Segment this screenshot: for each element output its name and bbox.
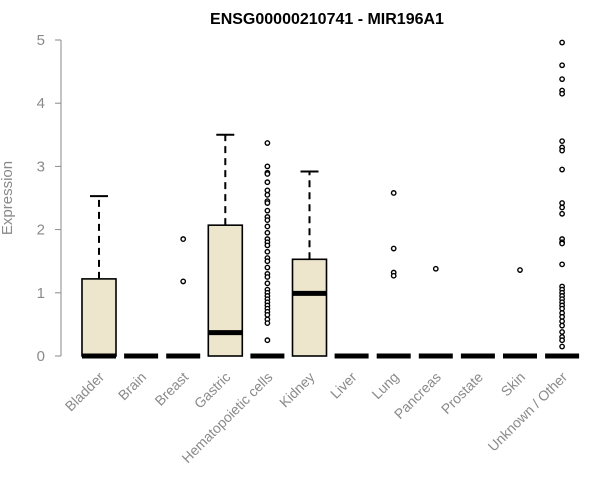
outlier-point: [264, 163, 271, 170]
chart-title: ENSG00000210741 - MIR196A1: [210, 11, 444, 28]
outlier-point: [264, 229, 271, 236]
outlier-point: [559, 204, 565, 211]
outlier-point: [264, 337, 271, 344]
outlier-point: [559, 343, 565, 350]
outlier-point: [264, 274, 271, 280]
x-tick-label: Lung: [368, 369, 401, 402]
y-axis: 0 1 2 3 4 5: [37, 32, 62, 365]
y-tick-label: 3: [37, 158, 45, 175]
box-breast: [166, 236, 201, 359]
outlier-point: [559, 76, 565, 83]
x-tick-label: Unknown / Other: [485, 369, 571, 455]
box-bladder: [81, 195, 117, 359]
outlier-point: [264, 242, 271, 249]
box-kidney: [291, 170, 328, 357]
box-iqr: [291, 258, 328, 357]
outlier-point: [264, 200, 271, 206]
x-tick-label: Kidney: [276, 369, 318, 411]
outlier-point: [559, 90, 565, 97]
x-tick-label: Pancreas: [391, 369, 444, 422]
outlier-point: [559, 138, 565, 145]
outlier-point: [559, 147, 565, 154]
outlier-point: [390, 272, 397, 279]
x-tick-label: Breast: [151, 369, 191, 409]
box-unknown-other: [545, 39, 580, 359]
box-pancreas: [418, 265, 453, 359]
outlier-point: [559, 261, 565, 268]
y-tick-label: 5: [37, 32, 45, 49]
x-tick-label: Bladder: [62, 369, 108, 415]
outlier-point: [517, 267, 523, 273]
outlier-point: [264, 179, 271, 186]
box-skin: [503, 267, 537, 359]
outlier-point: [264, 264, 271, 271]
outlier-point: [559, 166, 565, 173]
outlier-point: [559, 329, 565, 335]
outlier-point: [264, 223, 271, 230]
x-tick-label: Prostate: [438, 369, 486, 417]
outlier-point: [180, 278, 187, 285]
x-tick-label: Liver: [327, 369, 360, 402]
outlier-point: [559, 39, 565, 46]
outlier-point: [264, 140, 271, 146]
outlier-point: [559, 337, 565, 344]
outlier-point: [264, 191, 271, 198]
outlier-point: [559, 240, 565, 247]
box-gastric: [207, 133, 244, 357]
outlier-point: [180, 236, 187, 242]
outlier-point: [264, 320, 271, 327]
outlier-point: [559, 62, 565, 69]
outlier-point: [559, 322, 565, 329]
y-tick-label: 0: [37, 348, 45, 365]
outlier-point: [264, 171, 271, 177]
box-iqr: [207, 224, 244, 357]
outlier-point: [264, 280, 271, 287]
box-lung: [376, 190, 411, 359]
y-tick-label: 4: [37, 95, 45, 112]
outlier-point: [559, 210, 565, 217]
box-hematopoietic-cells: [250, 140, 285, 359]
outlier-point: [432, 265, 439, 272]
box-iqr: [81, 278, 117, 357]
outlier-point: [264, 217, 271, 224]
y-tick-label: 2: [37, 222, 45, 239]
outlier-point: [264, 258, 271, 265]
plot-area: [81, 39, 580, 359]
outlier-point: [264, 207, 271, 214]
x-tick-label: Brain: [115, 369, 149, 403]
x-tick-label: Skin: [498, 369, 529, 400]
y-axis-label: Expression: [0, 161, 16, 235]
outlier-point: [390, 245, 397, 252]
outlier-point: [264, 248, 271, 255]
outlier-point: [390, 190, 397, 196]
y-tick-label: 1: [37, 285, 45, 302]
